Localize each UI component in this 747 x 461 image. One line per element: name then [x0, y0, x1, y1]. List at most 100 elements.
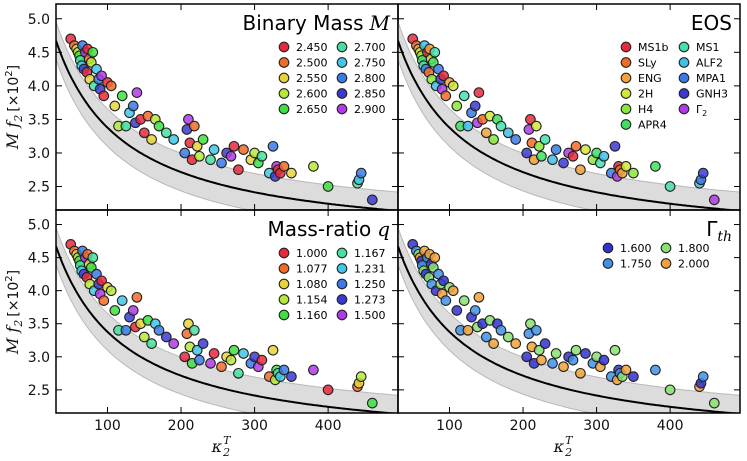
- data-point: [521, 351, 533, 363]
- data-point: [256, 354, 268, 366]
- data-point: [664, 384, 676, 396]
- data-point: [146, 338, 157, 349]
- data-point: [650, 364, 661, 376]
- legend-label: GNH3: [696, 88, 728, 101]
- data-point: [188, 324, 200, 336]
- data-point: [183, 318, 194, 330]
- y-tick-label: 2.5: [28, 180, 50, 196]
- data-point: [438, 70, 449, 82]
- legend-label: MS1b: [638, 41, 668, 54]
- legend-label: 1.750: [620, 258, 652, 271]
- legend-marker: [278, 294, 290, 305]
- data-point: [580, 144, 591, 155]
- x-tick-label: 100: [436, 418, 463, 434]
- data-point: [87, 252, 99, 263]
- data-point: [188, 120, 200, 132]
- data-point: [286, 167, 297, 179]
- data-point: [191, 140, 203, 152]
- legend-label: 1.500: [354, 309, 386, 322]
- plot-area: [398, 227, 740, 413]
- legend-label: H4: [638, 103, 653, 116]
- legend-marker: [336, 263, 348, 274]
- panel-3: Mass-ratio q 1.000 1.077 1.080 1.154 1.160 1.16…: [55, 209, 399, 414]
- data-point: [547, 358, 558, 369]
- panel-title: EOS: [691, 11, 732, 35]
- data-point: [488, 338, 499, 349]
- y-tick-label: 4.0: [28, 79, 50, 95]
- panel-2: EOS MS1b SLy ENG 2H H4 APR4 MS1 ALF2 MPA1 GNH3 Γ2: [397, 3, 741, 211]
- data-point: [216, 361, 227, 373]
- y-tick-label: 3.0: [28, 146, 50, 162]
- data-point: [308, 364, 319, 376]
- data-point: [438, 275, 449, 287]
- legend-marker: [278, 57, 290, 68]
- data-point: [267, 140, 279, 152]
- legend-marker: [336, 294, 348, 305]
- data-point: [458, 90, 470, 102]
- data-point: [570, 344, 582, 356]
- data-point: [208, 348, 220, 359]
- data-point: [533, 344, 545, 356]
- legend-marker: [620, 103, 632, 115]
- data-point: [480, 127, 492, 139]
- y-axis-label: M f2[×102]: [3, 65, 25, 150]
- data-point: [697, 167, 709, 179]
- legend-marker: [620, 119, 632, 130]
- fit-line: [56, 245, 398, 413]
- data-point: [488, 134, 499, 145]
- legend-marker: [620, 88, 632, 99]
- data-point: [225, 150, 237, 162]
- legend-label: SLy: [638, 57, 657, 70]
- data-point: [502, 127, 514, 139]
- data-point: [146, 134, 157, 145]
- legend-marker: [336, 278, 348, 290]
- data-point: [697, 371, 709, 382]
- legend-label: 2.650: [296, 103, 328, 116]
- y-tick-label: 3.0: [28, 350, 50, 366]
- y-tick-label: 3.5: [28, 112, 50, 128]
- data-point: [502, 331, 514, 343]
- data-point: [183, 114, 194, 125]
- legend-marker: [278, 41, 290, 53]
- legend-marker: [336, 57, 348, 68]
- y-tick-label: 5.0: [28, 12, 50, 28]
- data-point: [462, 120, 474, 132]
- data-point: [609, 140, 621, 152]
- fit-line: [56, 40, 398, 210]
- data-point: [168, 134, 180, 145]
- data-point: [355, 167, 367, 179]
- data-point: [116, 90, 128, 102]
- data-point: [580, 348, 591, 359]
- data-points: [65, 239, 378, 409]
- svg-text:M f2[×102]: M f2[×102]: [3, 270, 25, 355]
- data-point: [650, 161, 661, 172]
- x-axis-label: κ2T: [553, 434, 575, 459]
- y-axis-label: M f2[×102]: [3, 270, 25, 355]
- data-point: [105, 285, 117, 297]
- legend-marker: [602, 242, 614, 254]
- legend-marker: [336, 72, 348, 84]
- confidence-band: [56, 21, 398, 210]
- panel-frame: [397, 209, 741, 414]
- data-point: [533, 140, 545, 152]
- legend-label: 1.273: [354, 294, 386, 307]
- data-point: [120, 120, 132, 132]
- legend-marker: [620, 41, 632, 53]
- data-point: [238, 144, 249, 155]
- legend-marker: [278, 247, 290, 259]
- data-point: [286, 371, 297, 382]
- data-point: [469, 305, 481, 316]
- data-point: [116, 295, 128, 306]
- data-point: [138, 127, 150, 139]
- data-point: [628, 371, 639, 382]
- x-tick-label: 300: [241, 418, 268, 434]
- data-point: [160, 331, 172, 343]
- data-point: [153, 324, 165, 336]
- data-point: [105, 80, 117, 92]
- legend-label: 2H: [638, 88, 653, 101]
- legend-marker: [620, 72, 632, 84]
- data-point: [127, 100, 139, 112]
- legend-label: 1.250: [354, 278, 386, 291]
- legend-label: 2.550: [296, 72, 328, 85]
- data-point: [440, 90, 452, 102]
